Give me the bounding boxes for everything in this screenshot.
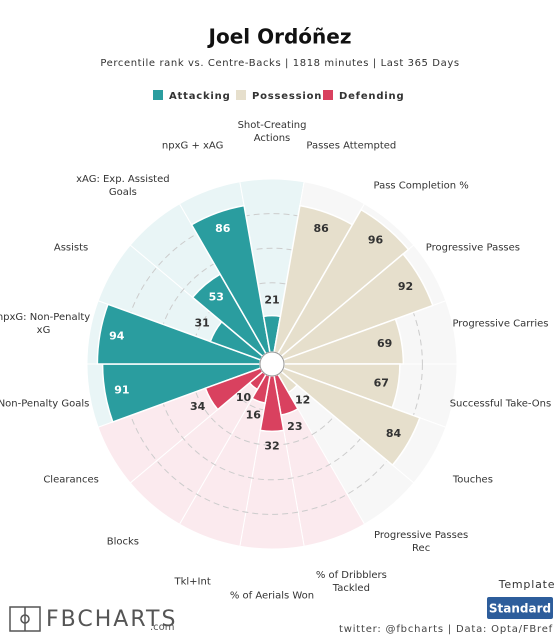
value-label: 84 bbox=[386, 427, 402, 440]
value-labels: 91 94 31 53 86 21 86 96 92 69 67 84 12 23 32 16 10 34 bbox=[109, 222, 413, 452]
legend-label: Defending bbox=[339, 91, 404, 102]
logo-text: FBCHARTS bbox=[46, 607, 177, 632]
value-label: 31 bbox=[195, 317, 210, 330]
category-label: Assists bbox=[53, 242, 89, 254]
bars bbox=[96, 204, 434, 467]
template-button[interactable] bbox=[487, 597, 553, 619]
value-label: 67 bbox=[374, 376, 389, 389]
chart-title: Joel Ordóñez bbox=[207, 25, 352, 49]
category-label: xAG: Exp. Assisted Goals bbox=[76, 174, 170, 199]
category-label: Progressive Carries bbox=[452, 318, 549, 330]
logo: FBCHARTS .com bbox=[9, 606, 177, 633]
value-label: 86 bbox=[314, 222, 330, 235]
value-label: 92 bbox=[398, 280, 413, 293]
category-label: Tkl+Int bbox=[174, 576, 211, 588]
category-label: npxG: Non-Penalty xG bbox=[0, 311, 91, 336]
category-label: Passes Attempted bbox=[306, 140, 397, 152]
value-label: 23 bbox=[287, 420, 302, 433]
value-label: 96 bbox=[368, 234, 384, 247]
value-label: 10 bbox=[236, 391, 252, 404]
value-label: 34 bbox=[190, 400, 206, 413]
category-label: Touches bbox=[452, 474, 493, 486]
legend-label: Attacking bbox=[169, 91, 231, 102]
legend-label: Possession bbox=[252, 91, 322, 102]
center-hole bbox=[259, 351, 285, 377]
value-label: 32 bbox=[264, 439, 279, 452]
category-label: Successful Take-Ons bbox=[449, 398, 552, 410]
logo-suffix: .com bbox=[150, 622, 175, 633]
credits: twitter: @fbcharts | Data: Opta/FBref bbox=[339, 624, 553, 635]
category-label: Pass Completion % bbox=[373, 180, 469, 192]
value-label: 86 bbox=[215, 222, 231, 235]
legend-swatch bbox=[153, 90, 163, 100]
value-label: 53 bbox=[209, 291, 224, 304]
category-label: Non-Penalty Goals bbox=[0, 398, 90, 410]
legend-swatch bbox=[323, 90, 333, 100]
template-label: Template bbox=[498, 578, 556, 591]
value-label: 16 bbox=[246, 408, 262, 421]
legend-swatch bbox=[236, 90, 246, 100]
category-label: Clearances bbox=[43, 474, 99, 486]
category-label: npxG + xAG bbox=[161, 140, 224, 152]
value-label: 12 bbox=[295, 394, 310, 407]
category-label: Blocks bbox=[106, 536, 139, 548]
category-label: Progressive Passes Rec bbox=[374, 529, 469, 554]
chart-subtitle: Percentile rank vs. Centre-Backs | 1818 … bbox=[100, 58, 459, 69]
value-label: 91 bbox=[114, 383, 129, 396]
value-label: 69 bbox=[377, 337, 392, 350]
value-label: 94 bbox=[109, 330, 125, 343]
category-label: Progressive Passes bbox=[425, 242, 520, 254]
value-label: 21 bbox=[264, 294, 279, 307]
category-label: % of Aerials Won bbox=[229, 590, 315, 602]
template-name[interactable]: Standard bbox=[489, 602, 551, 616]
category-label: Shot-Creating Actions bbox=[237, 120, 307, 144]
category-label: % of Dribblers Tackled bbox=[315, 570, 387, 594]
